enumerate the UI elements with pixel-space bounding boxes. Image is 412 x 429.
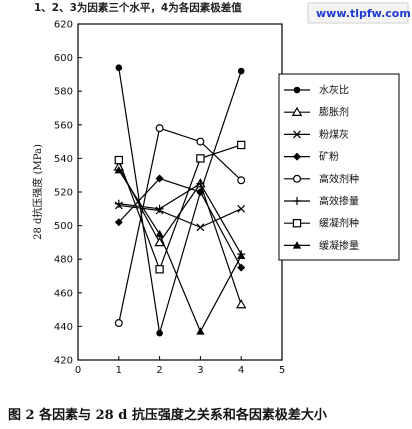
data-point (156, 329, 163, 337)
data-point (196, 137, 205, 146)
legend-item: 矿粉 (284, 150, 339, 163)
data-point (196, 188, 205, 196)
legend-label: 高效剂种 (319, 172, 359, 185)
series-6 (114, 179, 246, 259)
legend-label: 粉煤灰 (319, 128, 349, 141)
y-tick-label: 420 (54, 356, 73, 367)
series-4 (114, 174, 246, 272)
y-tick-label: 580 (54, 87, 73, 98)
legend-label: 缓凝掺量 (319, 239, 359, 252)
legend-marker (293, 86, 301, 94)
data-point (237, 204, 246, 213)
data-point (196, 327, 205, 335)
data-point (114, 155, 123, 165)
y-tick-label: 500 (54, 221, 73, 232)
y-axis: 420 440 460 480 500 520 540 560 580 600 620 (54, 20, 82, 367)
series-group (113, 64, 247, 337)
data-point (154, 236, 165, 247)
plot-area: 420 440 460 480 500 520 540 560 580 600 620 0 1 2 3 4 5 (54, 20, 285, 377)
data-point (237, 140, 246, 150)
legend-marker (293, 174, 302, 183)
data-point (235, 299, 247, 309)
data-point (237, 67, 245, 75)
series-1 (115, 64, 245, 337)
data-point (196, 223, 205, 232)
y-tick-label: 520 (54, 188, 73, 199)
legend-label: 水灰比 (319, 84, 349, 97)
legend-marker (292, 241, 302, 249)
series-2 (113, 161, 247, 309)
data-point (115, 64, 123, 71)
data-point (114, 199, 123, 208)
data-point (155, 229, 164, 238)
legend-item: 粉煤灰 (284, 128, 349, 141)
y-tick-label: 460 (54, 288, 73, 299)
watermark: www.tlpfw.com (316, 7, 411, 20)
data-point (114, 165, 123, 174)
series-line (118, 177, 242, 268)
series-8 (114, 165, 246, 335)
y-tick-label: 440 (54, 322, 73, 333)
legend-item: 膨胀剂 (284, 106, 349, 119)
legend-marker (293, 152, 301, 161)
series-line (118, 127, 242, 324)
data-point (155, 124, 164, 133)
x-axis: 0 1 2 3 4 5 (75, 356, 285, 376)
legend-marker (293, 130, 301, 139)
data-point (237, 176, 246, 185)
data-point (155, 174, 164, 183)
legend-item: 缓凝掺量 (284, 239, 359, 252)
legend-label: 高效掺量 (319, 195, 359, 208)
legend-marker (291, 106, 303, 116)
legend-item: 水灰比 (284, 84, 349, 97)
y-tick-label: 540 (54, 154, 73, 165)
x-tick-label: 1 (116, 365, 122, 376)
legend-marker (292, 219, 302, 228)
y-axis-label: 28 d抗压强度 (MPa) (31, 144, 44, 240)
series-line (118, 144, 242, 272)
x-tick-label: 2 (156, 365, 162, 376)
series-line (118, 182, 242, 255)
legend-box (278, 73, 400, 261)
data-point (155, 204, 164, 213)
y-tick-label: 560 (54, 120, 73, 131)
legend-label: 膨胀剂 (319, 106, 349, 119)
series-5 (114, 124, 246, 328)
data-point (196, 179, 205, 188)
y-tick-label: 600 (54, 53, 73, 64)
y-tick-label: 620 (54, 20, 73, 31)
x-tick-label: 0 (75, 365, 81, 376)
series-line (118, 169, 242, 333)
y-tick-label: 480 (54, 255, 73, 266)
series-7 (114, 140, 246, 274)
data-point (155, 265, 164, 274)
legend-item: 缓凝剂种 (284, 217, 359, 230)
legend-item: 高效剂种 (284, 172, 359, 185)
x-tick-label: 3 (197, 365, 203, 376)
x-tick-label: 5 (279, 365, 285, 376)
legend-marker (293, 197, 301, 205)
plot-frame (77, 23, 283, 361)
header-note: 1、2、3为因素三个水平，4为各因素极差值 (34, 1, 242, 14)
legend-item: 高效掺量 (284, 195, 359, 208)
data-point (114, 218, 123, 227)
watermark-box (307, 2, 409, 24)
legend-label: 缓凝剂种 (319, 217, 359, 230)
data-point (237, 263, 246, 272)
data-point (114, 319, 123, 328)
data-point (237, 251, 246, 260)
figure-caption: 图 2 各因素与 28 d 抗压强度之关系和各因素极差大小 (8, 407, 327, 423)
legend-label: 矿粉 (319, 150, 339, 163)
x-tick-label: 4 (238, 365, 244, 376)
data-point (196, 154, 205, 163)
